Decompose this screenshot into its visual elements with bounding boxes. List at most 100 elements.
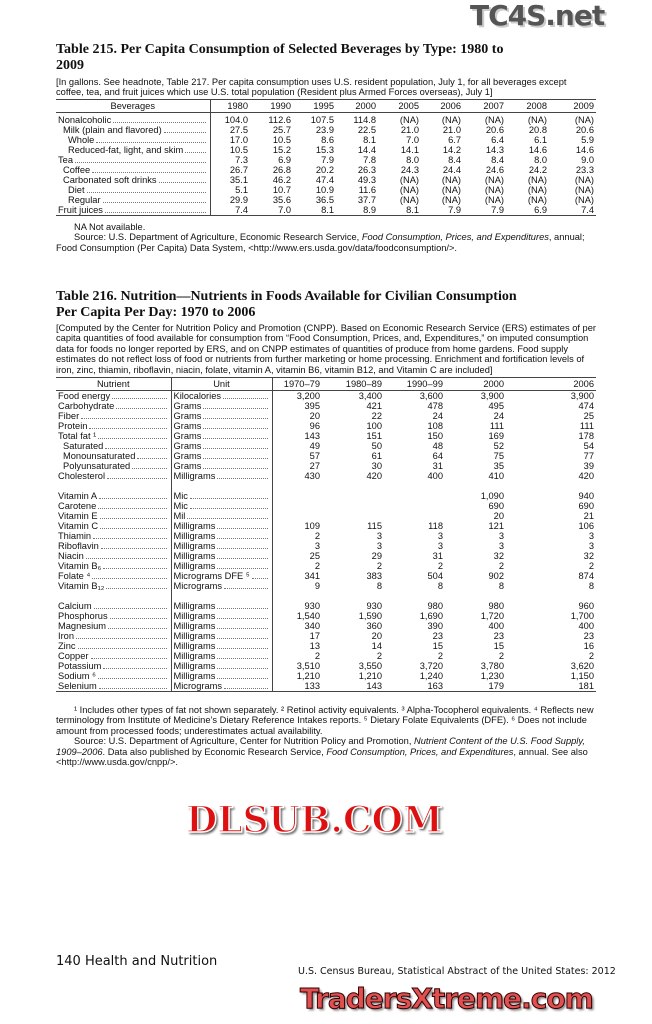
unit-label-text-wrap: Milligrams [174,661,270,671]
unit-label: Kilocalories [171,390,273,401]
nutrient-label-text-wrap: Potassium [58,661,169,671]
unit-label: Micrograms DFE ⁵ [171,571,273,581]
cell-value: 23 [432,631,443,641]
unit-label-text-wrap: Grams [174,411,270,421]
cell-value: 940 [578,491,594,501]
table-row: Saturated Grams 49 50 48 52 54 [56,441,596,451]
cell-value: 22.5 [357,125,376,135]
nutrient-label-text: Vitamin C [58,521,99,531]
dot-leader [76,638,167,639]
cell-value: 24 [493,411,504,421]
table-row: Monounsaturated Grams 57 61 64 75 77 [56,451,596,461]
unit-label: Milligrams [171,651,273,661]
cell-value: 13 [309,641,320,651]
unit-label-text: Grams [173,421,202,431]
nutrient-label-text-wrap: Vitamin C [58,521,169,531]
cell-value [272,511,322,521]
cell-value: (NA) [484,175,504,185]
row-label: Carbonated soft drinks [56,175,211,185]
cell-value: 430 [304,471,320,481]
cell-value: 7.4 [210,205,250,216]
nutrient-label-text-wrap: Riboflavin [58,541,169,551]
row-label: Nonalcoholic [56,112,211,125]
cell-value: 118 [428,521,443,531]
unit-label-text: Grams [173,461,202,471]
unit-label-text: Milligrams [173,611,216,621]
cell-value: 1,690 [419,611,443,621]
cell-value: 3 [376,541,382,551]
spacer [56,591,172,601]
cell-value: 24.3 [400,165,419,175]
cell-value: 3 [498,541,504,551]
cell-value: 360 [366,621,382,631]
cell-value: 29 [371,551,382,561]
unit-label-text-wrap: Mil [174,511,270,521]
cell-value: 29.9 [229,195,248,205]
table-216-headnote: [Computed by the Center for Nutrition Po… [56,323,596,375]
cell-value: 14.2 [442,145,461,155]
dot-leader [100,528,167,529]
unit-label-text-wrap: Grams [174,421,270,431]
cell-value: 121 [488,521,504,531]
cell-value: 21 [583,511,594,521]
dot-leader [102,202,206,203]
dot-leader [116,408,167,409]
watermark-middle-logo: DLSUB.COM [185,799,443,841]
cell-value: 3,510 [296,661,320,671]
cell-value: 5.9 [581,135,594,145]
cell-value: 26.7 [229,165,248,175]
cell-value: 26.3 [357,165,376,175]
unit-label-text-wrap: Milligrams [174,671,270,681]
cell-value: 7.8 [363,155,376,165]
dot-leader [187,518,268,519]
column-header: 1990 [250,99,293,113]
nutrient-label-text-wrap: Fiber [58,411,169,421]
cell-value: 2 [376,651,382,661]
cell-value: (NA) [441,185,461,195]
nutrient-label-text: Vitamin A [58,491,98,501]
nutrient-label-text-wrap: Monounsaturated [58,451,169,461]
cell-value: 420 [578,471,594,481]
cell-value: 504 [427,571,443,581]
dot-leader [109,618,167,619]
cell-value: 10.5 [229,145,248,155]
nutrient-label-text: Magnesium [58,621,107,631]
dot-leader [106,588,167,589]
cell-value: 1,230 [480,671,504,681]
cell-value: 108 [427,421,443,431]
cell-value: 2 [437,651,443,661]
dot-leader [137,458,167,459]
nutrient-label-text-wrap: Copper [58,651,169,661]
cell-value: 24.4 [442,165,461,175]
unit-label: Milligrams [171,541,273,551]
column-header: Unit [171,377,273,391]
nutrient-label-text: Cholesterol [58,471,106,481]
cell-value: 2 [314,651,320,661]
unit-label: Milligrams [171,561,273,571]
cell-value: (NA) [399,195,419,205]
nutrient-label-text: Food energy [58,391,111,401]
cell-value: 31 [432,461,443,471]
unit-label-text: Micrograms [173,581,223,591]
table-216-title-line1: Table 216. Nutrition—Nutrients in Foods … [56,289,517,304]
cell-value: (NA) [574,115,594,125]
table-row: Total fat ¹ Grams 143 151 150 169 178 [56,431,596,441]
unit-label-text-wrap: Grams [174,401,270,411]
cell-value: 8 [498,581,504,591]
row-label-text: Reduced-fat, light, and skim [68,145,184,155]
table-215-headnote: [In gallons. See headnote, Table 217. Pe… [56,77,567,98]
column-header: 2006 [506,377,596,391]
nutrient-label-text-wrap: Food energy [58,391,169,401]
cell-value: 930 [366,601,382,611]
unit-label-text-wrap: Milligrams [174,531,270,541]
dot-leader [108,628,167,629]
cell-value: 23.9 [315,125,334,135]
nutrient-label-text: Vitamin B₆ [58,561,102,571]
cell-value: 15.3 [315,145,334,155]
unit-label: Micrograms [171,681,273,692]
row-label: Fruit juices [56,205,211,216]
cell-value: 395 [304,401,320,411]
nutrient-label: Vitamin B₁₂ [56,581,172,591]
cell-value: 35.6 [272,195,291,205]
dot-leader [132,468,167,469]
